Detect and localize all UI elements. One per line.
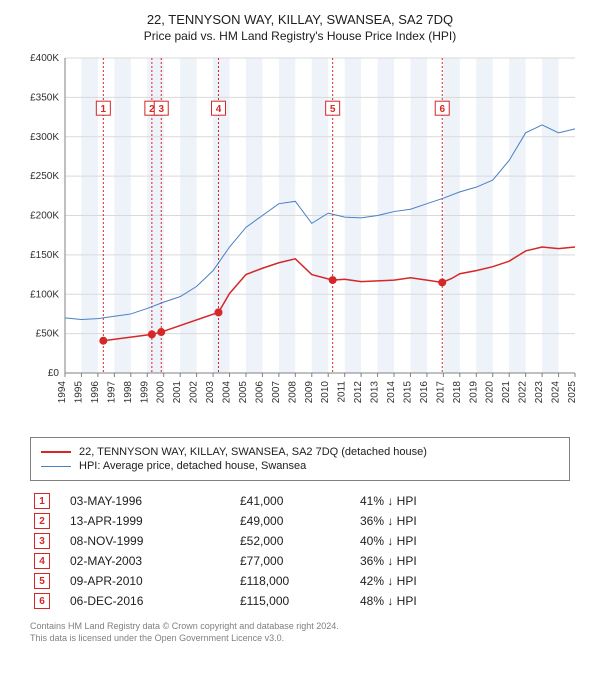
footer-line-2: This data is licensed under the Open Gov… bbox=[30, 633, 570, 645]
event-date: 03-MAY-1996 bbox=[70, 494, 240, 508]
event-date: 06-DEC-2016 bbox=[70, 594, 240, 608]
series-marker bbox=[99, 337, 107, 345]
event-table: 1 03-MAY-1996£41,00041% ↓ HPI 2 13-APR-1999… bbox=[30, 491, 570, 611]
x-tick-label: 2019 bbox=[468, 381, 479, 404]
x-tick-label: 1994 bbox=[57, 381, 68, 404]
event-row: 6 06-DEC-2016£115,00048% ↓ HPI bbox=[30, 591, 570, 611]
x-tick-label: 2007 bbox=[271, 381, 282, 404]
x-tick-label: 2012 bbox=[353, 381, 364, 404]
y-tick-label: £400K bbox=[30, 53, 59, 64]
x-tick-label: 2020 bbox=[485, 381, 496, 404]
x-tick-label: 2006 bbox=[254, 381, 265, 404]
event-date: 02-MAY-2003 bbox=[70, 554, 240, 568]
footer-line-1: Contains HM Land Registry data © Crown c… bbox=[30, 621, 570, 633]
event-marker-number: 5 bbox=[330, 104, 336, 115]
x-tick-label: 1996 bbox=[90, 381, 101, 404]
y-tick-label: £150K bbox=[30, 250, 59, 261]
y-tick-label: £350K bbox=[30, 92, 59, 103]
x-tick-label: 2004 bbox=[222, 381, 233, 404]
x-tick-label: 2024 bbox=[551, 381, 562, 404]
x-tick-label: 2011 bbox=[337, 381, 348, 403]
event-price: £41,000 bbox=[240, 494, 360, 508]
x-tick-label: 2010 bbox=[320, 381, 331, 404]
x-tick-label: 2013 bbox=[370, 381, 381, 404]
event-marker-number: 1 bbox=[101, 104, 107, 115]
x-tick-label: 2003 bbox=[205, 381, 216, 404]
chart-container: 22, TENNYSON WAY, KILLAY, SWANSEA, SA2 7… bbox=[0, 0, 600, 654]
x-tick-label: 2018 bbox=[452, 381, 463, 404]
x-tick-label: 2014 bbox=[386, 381, 397, 404]
footer-attribution: Contains HM Land Registry data © Crown c… bbox=[30, 621, 570, 644]
x-tick-label: 2025 bbox=[567, 381, 578, 404]
event-hpi: 40% ↓ HPI bbox=[360, 534, 480, 548]
x-tick-label: 2015 bbox=[402, 381, 413, 404]
event-hpi: 48% ↓ HPI bbox=[360, 594, 480, 608]
x-tick-label: 1999 bbox=[139, 381, 150, 404]
x-tick-label: 2005 bbox=[238, 381, 249, 404]
x-tick-label: 2002 bbox=[189, 381, 200, 404]
event-price: £77,000 bbox=[240, 554, 360, 568]
event-number-box: 1 bbox=[34, 493, 50, 509]
legend-item: HPI: Average price, detached house, Swan… bbox=[41, 460, 559, 472]
event-number-box: 6 bbox=[34, 593, 50, 609]
event-number-box: 5 bbox=[34, 573, 50, 589]
x-tick-label: 2016 bbox=[419, 381, 430, 404]
event-date: 13-APR-1999 bbox=[70, 514, 240, 528]
y-tick-label: £100K bbox=[30, 289, 59, 300]
event-row: 3 08-NOV-1999£52,00040% ↓ HPI bbox=[30, 531, 570, 551]
chart-subtitle: Price paid vs. HM Land Registry's House … bbox=[14, 29, 586, 43]
legend: 22, TENNYSON WAY, KILLAY, SWANSEA, SA2 7… bbox=[30, 437, 570, 481]
y-tick-label: £50K bbox=[36, 329, 60, 340]
price-chart: £0 £50K £100K £150K £200K £250K £300K £350K £400… bbox=[20, 53, 580, 423]
event-number-box: 3 bbox=[34, 533, 50, 549]
y-tick-label: £200K bbox=[30, 211, 59, 222]
x-tick-label: 2017 bbox=[435, 381, 446, 404]
event-price: £115,000 bbox=[240, 594, 360, 608]
x-tick-label: 1997 bbox=[106, 381, 117, 404]
x-tick-label: 2022 bbox=[518, 381, 529, 404]
event-number-box: 4 bbox=[34, 553, 50, 569]
x-tick-label: 2021 bbox=[501, 381, 512, 404]
series-marker bbox=[438, 278, 446, 286]
legend-swatch bbox=[41, 466, 71, 467]
event-date: 09-APR-2010 bbox=[70, 574, 240, 588]
chart-svg: £0 £50K £100K £150K £200K £250K £300K £350K £400… bbox=[20, 53, 580, 423]
x-tick-label: 2023 bbox=[534, 381, 545, 404]
legend-swatch bbox=[41, 451, 71, 453]
event-hpi: 41% ↓ HPI bbox=[360, 494, 480, 508]
x-tick-label: 1998 bbox=[123, 381, 134, 404]
x-tick-label: 2009 bbox=[304, 381, 315, 404]
event-row: 5 09-APR-2010£118,00042% ↓ HPI bbox=[30, 571, 570, 591]
legend-label: HPI: Average price, detached house, Swan… bbox=[79, 460, 306, 472]
event-marker-number: 4 bbox=[216, 104, 222, 115]
event-price: £49,000 bbox=[240, 514, 360, 528]
event-hpi: 42% ↓ HPI bbox=[360, 574, 480, 588]
event-date: 08-NOV-1999 bbox=[70, 534, 240, 548]
event-price: £52,000 bbox=[240, 534, 360, 548]
y-tick-label: £300K bbox=[30, 132, 59, 143]
event-marker-number: 6 bbox=[439, 104, 445, 115]
chart-title: 22, TENNYSON WAY, KILLAY, SWANSEA, SA2 7… bbox=[14, 12, 586, 27]
event-marker-number: 3 bbox=[158, 104, 164, 115]
series-marker bbox=[214, 308, 222, 316]
event-hpi: 36% ↓ HPI bbox=[360, 514, 480, 528]
series-marker bbox=[157, 328, 165, 336]
event-row: 4 02-MAY-2003£77,00036% ↓ HPI bbox=[30, 551, 570, 571]
series-marker bbox=[148, 330, 156, 338]
y-tick-label: £250K bbox=[30, 171, 59, 182]
x-tick-label: 2001 bbox=[172, 381, 183, 404]
event-hpi: 36% ↓ HPI bbox=[360, 554, 480, 568]
y-tick-label: £0 bbox=[48, 368, 60, 379]
x-tick-label: 2008 bbox=[287, 381, 298, 404]
legend-item: 22, TENNYSON WAY, KILLAY, SWANSEA, SA2 7… bbox=[41, 446, 559, 458]
legend-label: 22, TENNYSON WAY, KILLAY, SWANSEA, SA2 7… bbox=[79, 446, 427, 458]
event-row: 2 13-APR-1999£49,00036% ↓ HPI bbox=[30, 511, 570, 531]
event-number-box: 2 bbox=[34, 513, 50, 529]
event-row: 1 03-MAY-1996£41,00041% ↓ HPI bbox=[30, 491, 570, 511]
x-tick-label: 1995 bbox=[73, 381, 84, 404]
x-tick-label: 2000 bbox=[156, 381, 167, 404]
series-marker bbox=[329, 276, 337, 284]
event-price: £118,000 bbox=[240, 574, 360, 588]
